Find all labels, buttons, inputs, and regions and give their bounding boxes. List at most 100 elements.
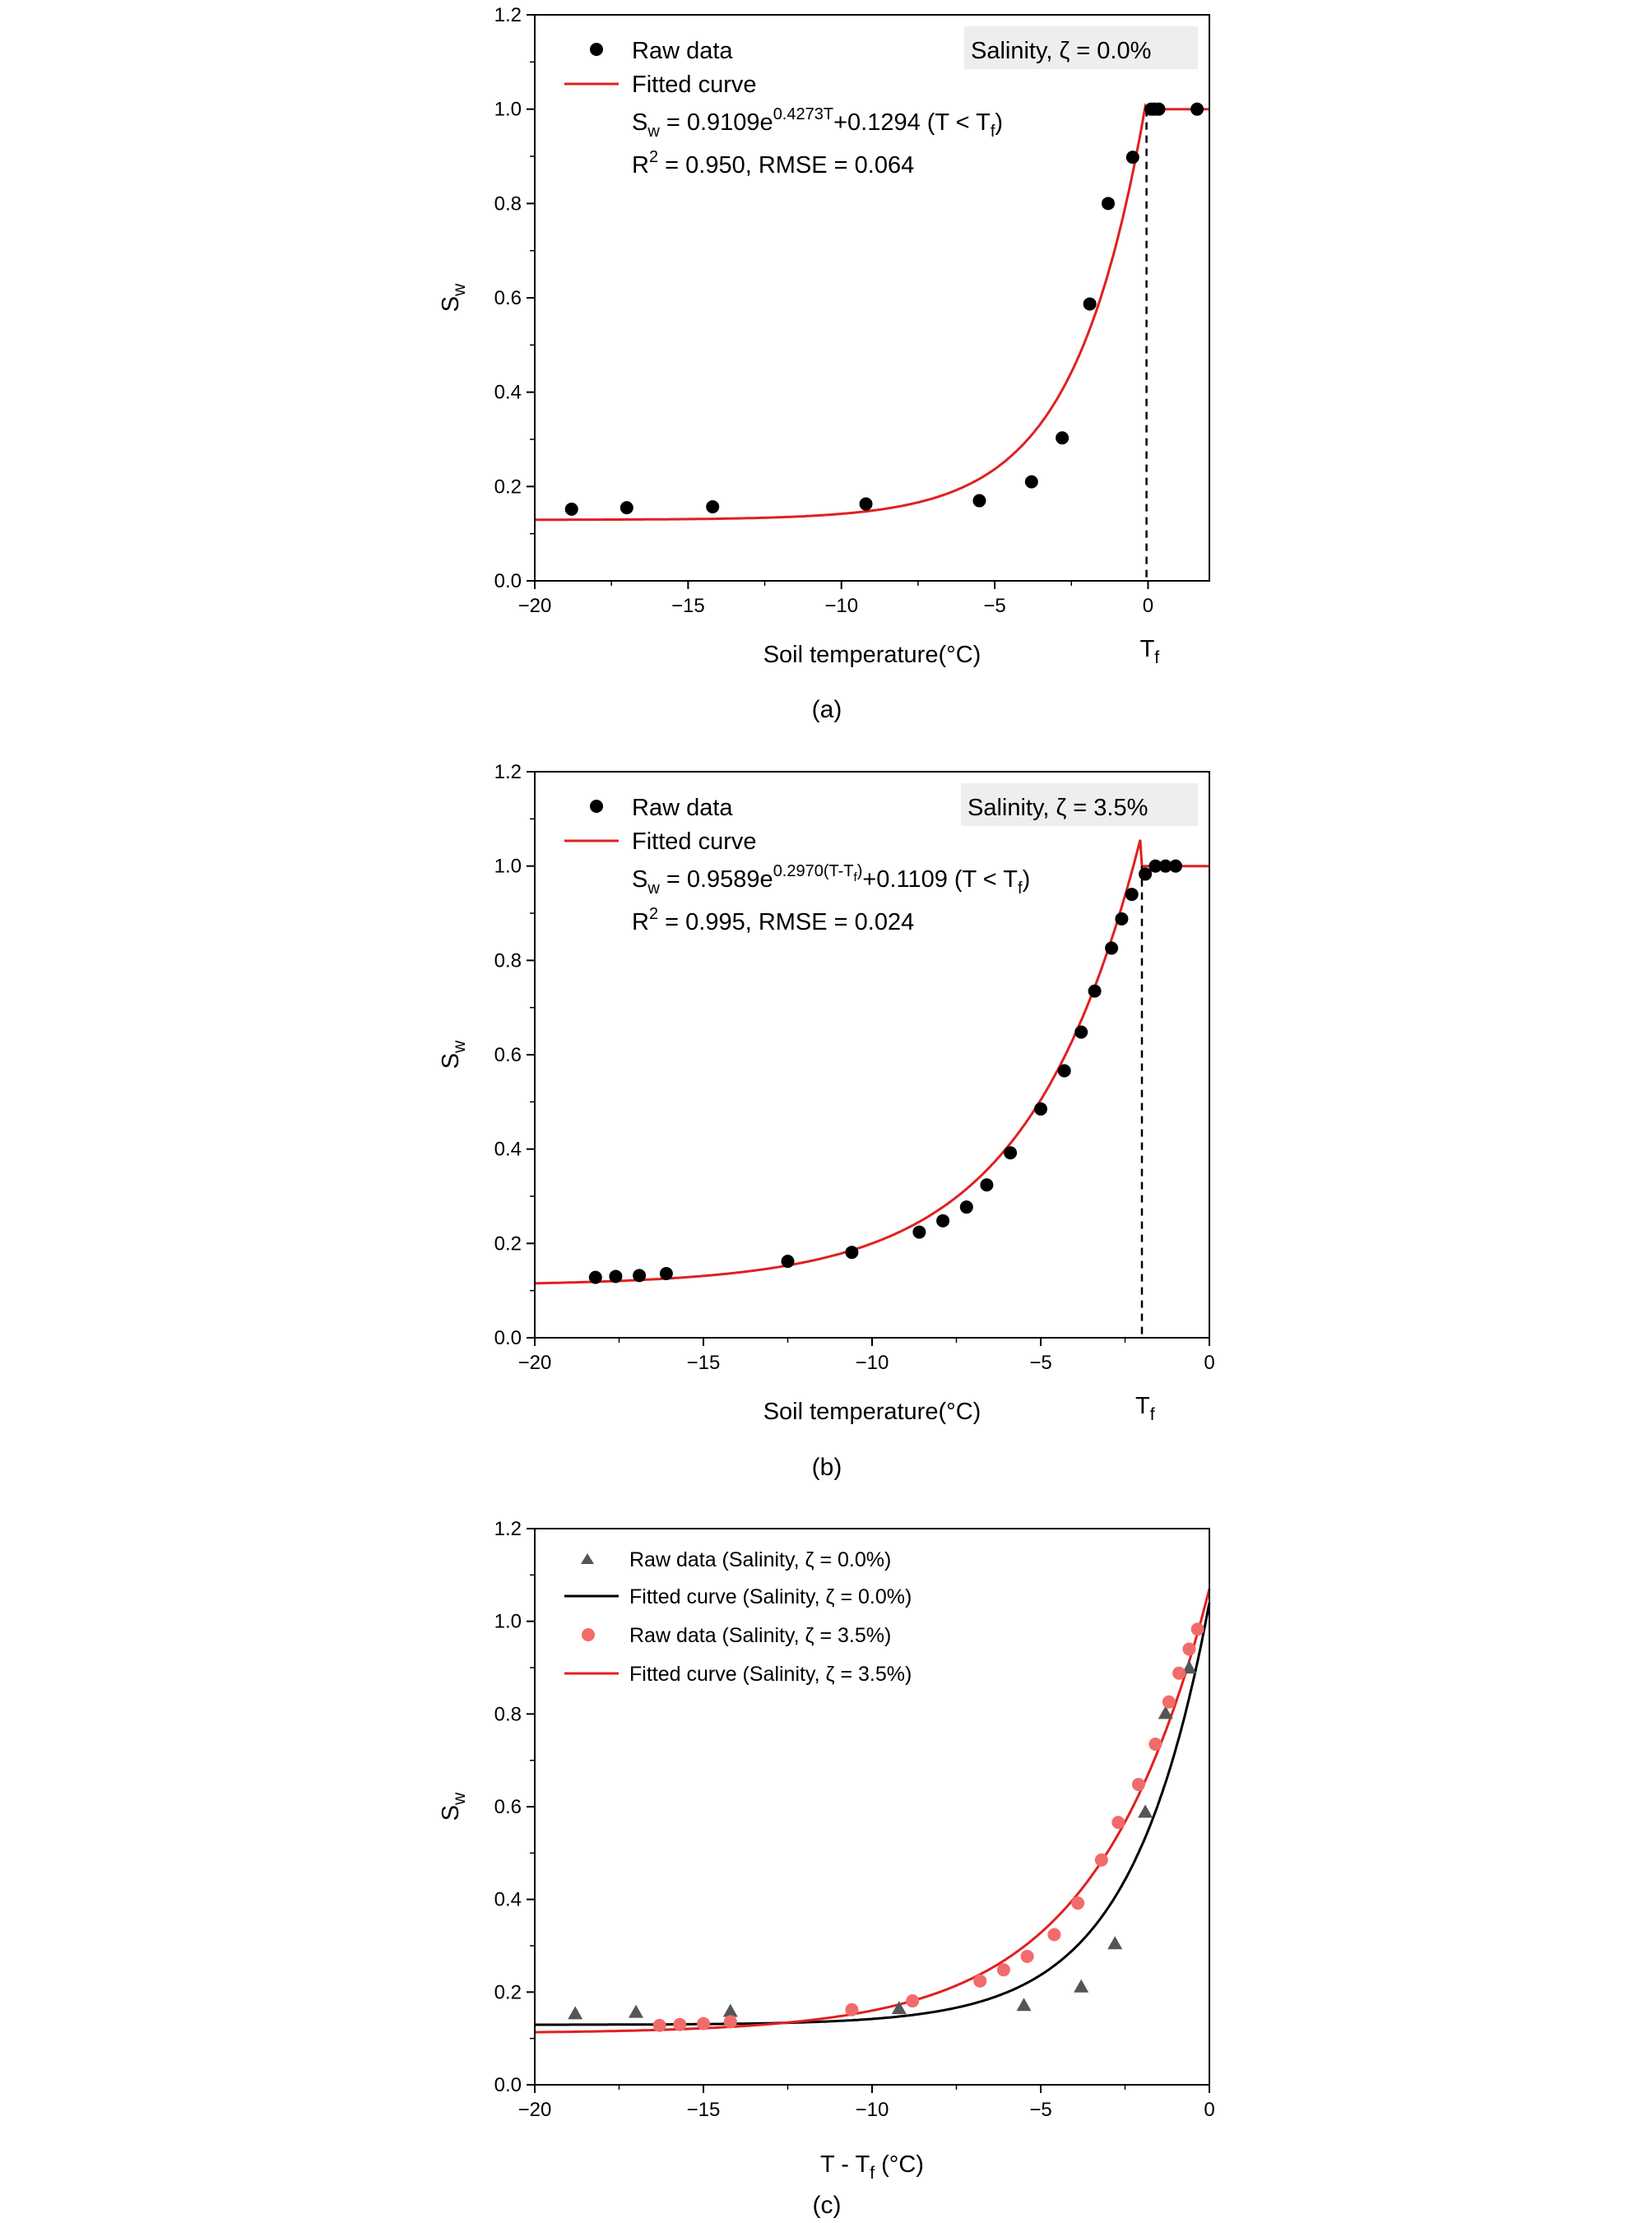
y-tick-label: 0.4 <box>494 382 522 404</box>
equation-text: Sw = 0.9589e0.2970(T-Tf)+0.1109 (T < Tf) <box>632 862 1030 898</box>
y-tick-label: 1.0 <box>494 99 522 121</box>
data-point <box>1158 859 1172 873</box>
tf-label: Tf <box>1135 1393 1155 1424</box>
data-point <box>723 2015 737 2029</box>
data-point <box>609 1269 623 1283</box>
data-point <box>959 1200 973 1214</box>
data-point <box>1071 1896 1085 1910</box>
data-point <box>906 1994 920 2008</box>
data-point-triangle <box>891 2001 907 2015</box>
x-tick-label: −20 <box>518 1352 552 1374</box>
data-point-triangle <box>1138 1804 1153 1818</box>
plot-frame <box>534 771 1210 1339</box>
y-axis-title: Sw <box>438 283 469 312</box>
y-tick-label: 1.2 <box>494 1518 522 1540</box>
salinity-label: Salinity, ζ = 0.0% <box>971 38 1151 64</box>
legend-raw-1-label: Raw data (Salinity, ζ = 3.5%) <box>629 1624 891 1647</box>
data-point <box>859 497 873 511</box>
legend-raw-marker <box>590 800 603 813</box>
data-point <box>936 1214 950 1228</box>
y-tick-label: 0.2 <box>494 476 522 498</box>
x-tick-label: 0 <box>1204 2099 1214 2121</box>
x-tick-label: −5 <box>983 595 1005 617</box>
equation-text: Sw = 0.9109e0.4273T+0.1294 (T < Tf) <box>632 105 1003 141</box>
tf-label: Tf <box>1140 636 1160 667</box>
y-tick-label: 0.2 <box>494 1232 522 1255</box>
data-point-triangle <box>1181 1660 1197 1674</box>
plot-frame <box>534 14 1210 582</box>
legend-raw-1-marker <box>582 1628 595 1641</box>
data-point <box>1182 1642 1196 1656</box>
data-point <box>588 1270 602 1284</box>
data-point <box>972 494 986 508</box>
panel-c: −20 −15 −10 −5 0 0.0 0.2 0.4 0.6 0.8 1.0 1.2 Raw da… <box>438 1518 1215 2219</box>
x-tick-label: −5 <box>1029 2099 1051 2121</box>
legend-fit-0-label: Fitted curve (Salinity, ζ = 0.0%) <box>629 1585 912 1608</box>
data-point <box>697 2016 710 2030</box>
data-point <box>781 1255 795 1269</box>
data-point <box>1024 475 1038 489</box>
data-point <box>1149 1737 1162 1751</box>
data-point <box>1105 941 1119 955</box>
x-axis-title: Soil temperature(°C) <box>763 1399 981 1425</box>
data-point <box>1088 984 1102 998</box>
data-point <box>1172 1666 1186 1680</box>
legend-fit-label: Fitted curve <box>632 828 757 855</box>
data-point <box>1125 151 1139 165</box>
plot-frame <box>534 1528 1210 2086</box>
data-point <box>973 1974 987 1988</box>
x-tick-label: −10 <box>856 2099 889 2121</box>
stats-text: R2 = 0.995, RMSE = 0.024 <box>632 905 914 935</box>
data-point <box>1034 1102 1047 1116</box>
data-point <box>1131 1777 1145 1791</box>
data-point <box>996 1963 1010 1977</box>
y-tick-label: 0.0 <box>494 2074 522 2096</box>
data-point <box>1074 1025 1088 1039</box>
data-point <box>620 501 633 515</box>
x-tick-label: −15 <box>671 595 705 617</box>
y-tick-label: 0.0 <box>494 570 522 592</box>
data-point <box>1115 912 1129 926</box>
panel-a: −20 −15 −10 −5 0 0.0 0.2 0.4 0.6 0.8 1.0 1.2 Raw da… <box>438 4 1210 723</box>
data-point <box>1190 1622 1204 1636</box>
data-point <box>1083 297 1097 311</box>
legend-raw-label: Raw data <box>632 795 733 821</box>
data-point-triangle <box>568 2006 583 2020</box>
y-tick-label: 1.2 <box>494 761 522 783</box>
data-point <box>1111 1816 1125 1830</box>
data-point <box>564 502 578 516</box>
data-point <box>706 499 720 513</box>
data-point <box>1020 1949 1034 1963</box>
salinity-box <box>961 783 1198 826</box>
data-point <box>1047 1928 1061 1942</box>
y-tick-label: 1.0 <box>494 856 522 878</box>
panel-caption: (c) <box>813 2192 842 2219</box>
data-point <box>659 1267 673 1281</box>
panel-b: −20 −15 −10 −5 0 0.0 0.2 0.4 0.6 0.8 1.0 1.2 Raw da… <box>438 761 1215 1481</box>
legend-raw-marker <box>590 43 603 56</box>
legend-raw-0-marker <box>581 1553 594 1564</box>
x-tick-label: −20 <box>518 2099 552 2121</box>
data-point-triangle <box>629 2004 643 2018</box>
y-axis-title: Sw <box>438 1040 469 1069</box>
y-axis-title: Sw <box>438 1792 469 1821</box>
data-point <box>845 2003 859 2016</box>
legend-fit-1-label: Fitted curve (Salinity, ζ = 3.5%) <box>629 1663 912 1686</box>
data-point <box>980 1178 994 1192</box>
y-tick-label: 0.8 <box>494 1703 522 1725</box>
data-point <box>1169 859 1182 873</box>
x-tick-label: 0 <box>1204 1352 1214 1374</box>
panel-caption: (a) <box>812 696 842 723</box>
fit-curve <box>535 839 1209 1285</box>
x-tick-label: −10 <box>824 595 858 617</box>
y-tick-label: 0.4 <box>494 1889 522 1911</box>
x-tick-label: −20 <box>518 595 552 617</box>
data-point <box>1004 1146 1018 1160</box>
legend-fit-label: Fitted curve <box>632 72 757 98</box>
data-point-triangle <box>1107 1936 1123 1950</box>
data-point <box>633 1269 647 1283</box>
x-axis-title: T - Tf (°C) <box>820 2151 924 2183</box>
data-point <box>652 2018 666 2032</box>
y-tick-label: 0.6 <box>494 1796 522 1818</box>
